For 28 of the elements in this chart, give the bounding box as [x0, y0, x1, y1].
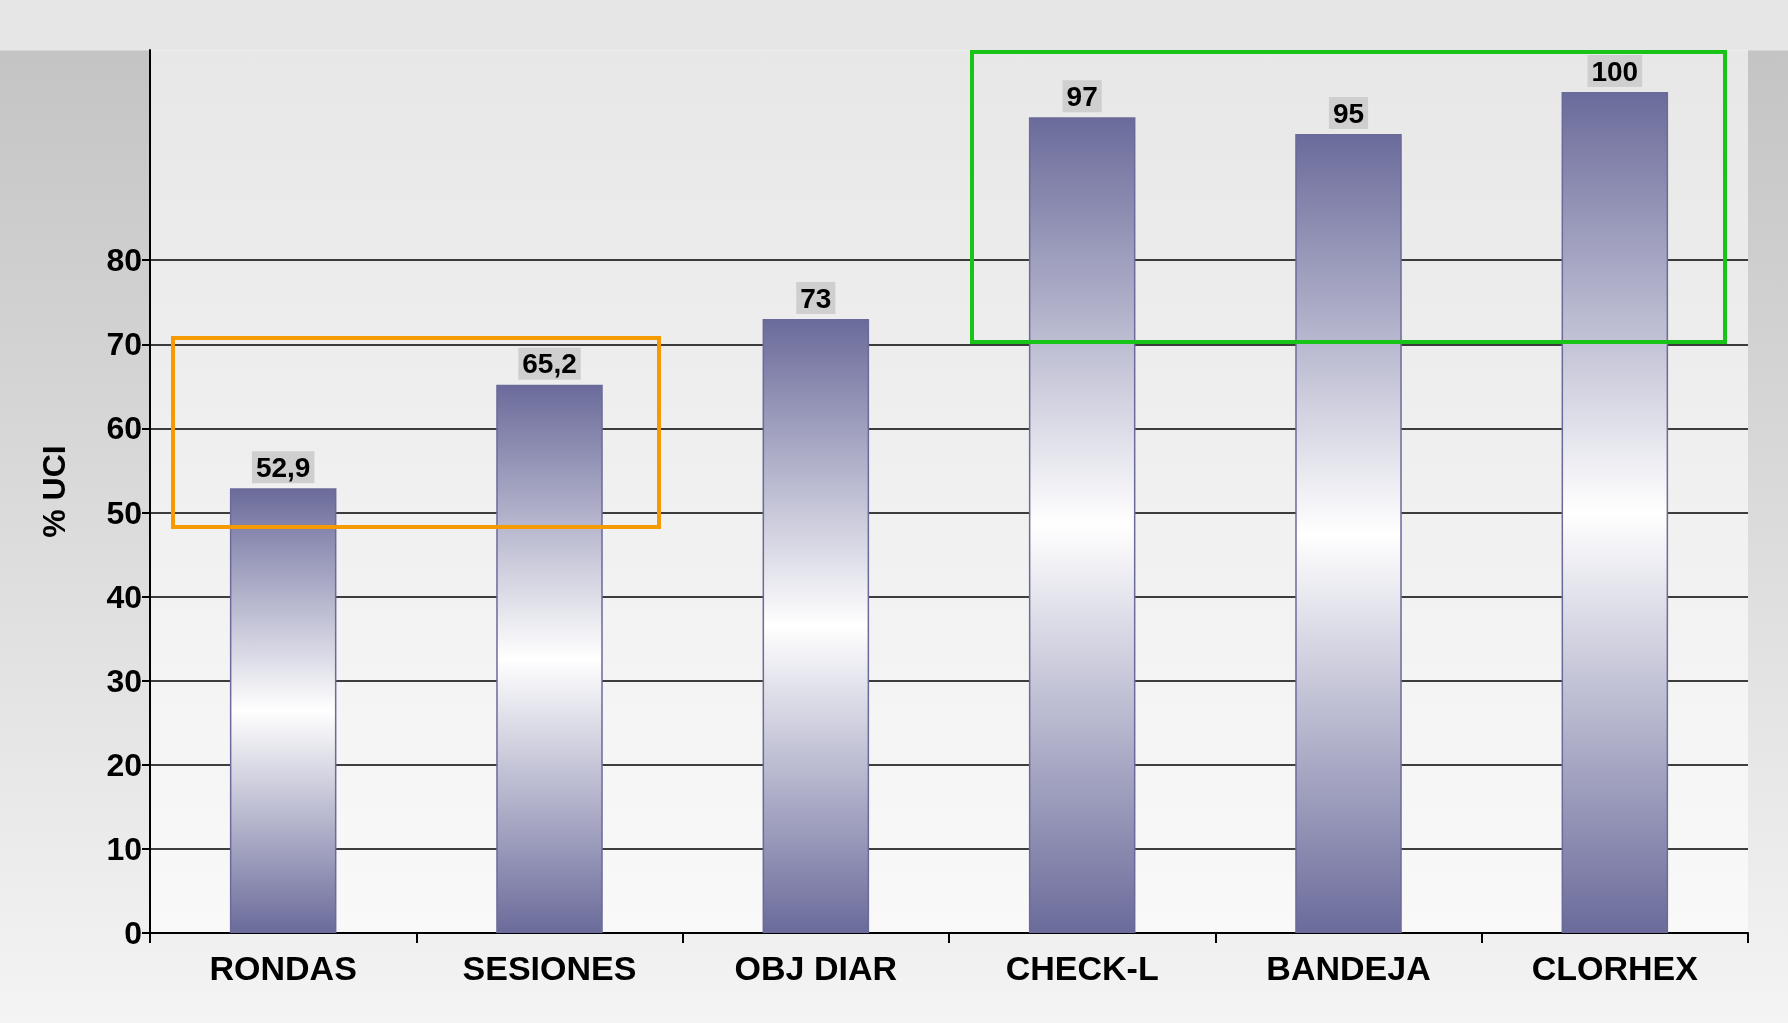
x-tick-label: SESIONES	[462, 949, 637, 987]
data-label: 95	[1332, 97, 1365, 129]
bar	[496, 384, 603, 933]
x-tick-label: RONDAS	[209, 949, 357, 987]
y-tick-label: 20	[106, 746, 142, 783]
x-tick-label: BANDEJA	[1266, 949, 1431, 987]
data-label: 97	[1066, 80, 1098, 112]
y-tick-label: 10	[106, 830, 142, 867]
bar	[229, 488, 337, 933]
y-tick-label: 0	[124, 915, 142, 951]
y-tick-label: 30	[106, 662, 142, 699]
bar	[1295, 134, 1402, 933]
y-tick-label: 70	[106, 326, 142, 363]
bar	[1028, 117, 1136, 933]
data-label: 52,9	[255, 451, 311, 483]
data-label: 73	[800, 282, 832, 314]
data-label: 100	[1591, 55, 1639, 87]
y-tick-label: 40	[106, 578, 142, 615]
data-label: 65,2	[522, 348, 577, 380]
y-tick-label: 50	[106, 494, 142, 531]
x-tick-label: CHECK-L	[1005, 949, 1159, 987]
bar	[762, 319, 870, 933]
x-tick-label: OBJ DIAR	[734, 949, 898, 987]
y-axis-title: % UCI	[36, 445, 72, 538]
y-tick-label: 60	[106, 410, 142, 447]
x-tick-label: CLORHEX	[1531, 949, 1699, 987]
y-tick-label: 80	[106, 242, 142, 279]
bar	[1561, 92, 1669, 933]
